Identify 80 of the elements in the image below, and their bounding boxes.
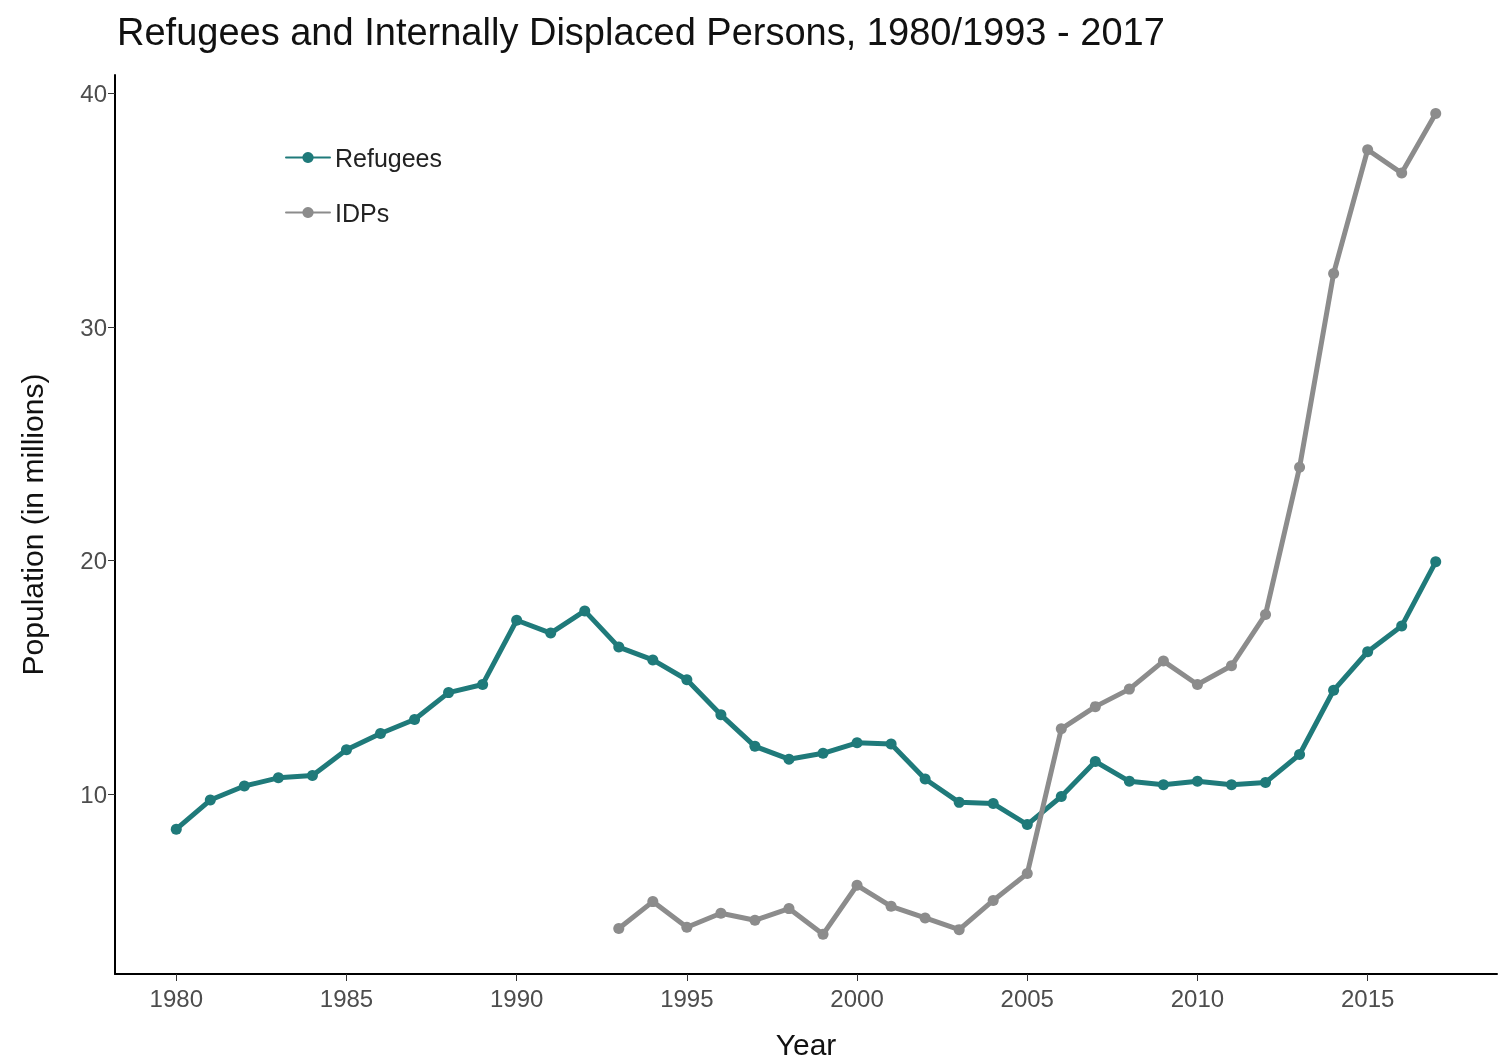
point <box>1055 791 1067 803</box>
point <box>885 738 897 750</box>
point <box>1021 819 1033 831</box>
point <box>783 753 795 765</box>
point <box>987 894 999 906</box>
point <box>1294 461 1306 473</box>
point <box>749 740 761 752</box>
point <box>647 896 659 908</box>
legend-label: Refugees <box>335 143 443 172</box>
point <box>953 924 965 936</box>
point <box>1362 646 1374 658</box>
point <box>1226 779 1237 791</box>
point <box>647 654 659 666</box>
x-axis-title: Year <box>775 1027 837 1061</box>
point <box>272 772 284 784</box>
point <box>715 907 727 919</box>
point <box>613 922 625 934</box>
x-tick-label: 1995 <box>660 984 714 1012</box>
point <box>511 614 523 626</box>
point <box>1260 608 1272 620</box>
y-tick-label: 30 <box>80 313 107 341</box>
point <box>1191 678 1203 690</box>
y-tick-label: 20 <box>80 547 107 575</box>
y-tick-label: 10 <box>80 780 107 808</box>
point <box>783 903 795 915</box>
point <box>1055 723 1067 735</box>
x-tick-label: 2015 <box>1340 984 1395 1012</box>
point <box>1157 779 1169 791</box>
x-tick-label: 2005 <box>1000 984 1054 1012</box>
point <box>1089 756 1101 768</box>
point <box>1396 620 1408 632</box>
point <box>545 627 557 639</box>
point <box>749 914 761 926</box>
point <box>1226 660 1237 672</box>
point <box>1430 108 1442 120</box>
point <box>443 687 455 699</box>
point <box>477 678 489 690</box>
point <box>1157 655 1169 667</box>
point <box>715 709 727 721</box>
point <box>238 780 250 792</box>
x-tick-label: 1985 <box>319 984 374 1012</box>
point <box>817 928 829 940</box>
point <box>1089 701 1101 713</box>
point <box>1021 868 1033 880</box>
y-tick-label: 40 <box>80 80 107 108</box>
point <box>851 737 863 749</box>
point <box>1328 267 1340 279</box>
point <box>1123 775 1135 787</box>
point <box>1430 556 1442 568</box>
point <box>375 727 387 739</box>
point <box>851 879 863 891</box>
point <box>919 912 931 924</box>
point <box>170 823 182 835</box>
point <box>1328 684 1340 696</box>
point <box>919 773 931 785</box>
point <box>885 900 897 912</box>
point <box>1362 144 1374 156</box>
point <box>306 770 318 782</box>
x-tick-label: 2000 <box>830 984 884 1012</box>
point <box>409 713 421 725</box>
point <box>681 674 693 686</box>
legend-label: IDPs <box>335 198 390 227</box>
point <box>1123 683 1135 695</box>
point <box>1294 749 1306 760</box>
point <box>340 744 352 756</box>
x-tick-label: 2010 <box>1170 984 1225 1012</box>
y-axis-title: Population (in millions) <box>15 373 49 676</box>
point <box>987 798 999 810</box>
point <box>613 641 625 653</box>
x-tick-label: 1990 <box>489 984 544 1012</box>
point <box>817 747 829 759</box>
point <box>1396 167 1408 179</box>
point <box>579 605 591 617</box>
point <box>1191 775 1203 787</box>
point <box>204 794 216 806</box>
chart-title: Refugees and Internally Displaced Persons, 1980/1993 - 2017 <box>117 11 1165 53</box>
point <box>681 921 693 933</box>
x-tick-label: 1980 <box>149 984 203 1012</box>
point <box>1260 777 1272 789</box>
point <box>953 796 965 808</box>
